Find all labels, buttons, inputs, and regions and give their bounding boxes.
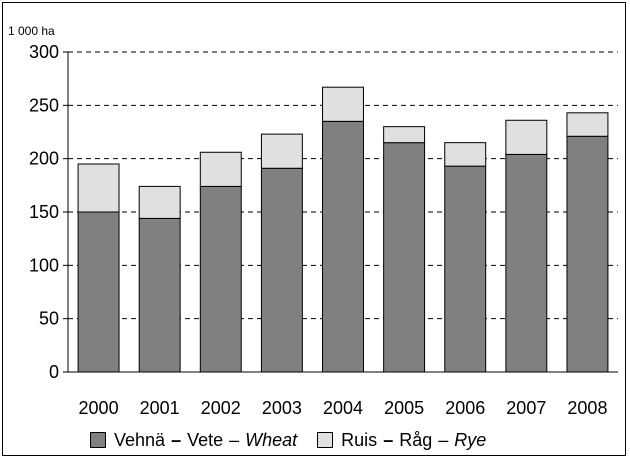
y-unit-label: 1 000 ha xyxy=(8,24,55,38)
legend-swatch-wheat xyxy=(90,432,106,448)
y-tick-label: 250 xyxy=(29,95,59,115)
chart-frame xyxy=(2,2,626,456)
bar-segment-wheat xyxy=(444,165,487,373)
bar-segment-wheat xyxy=(505,153,548,373)
x-tick-label: 2001 xyxy=(140,398,180,418)
x-tick-label: 2007 xyxy=(506,398,546,418)
bar-segment-rye xyxy=(77,163,120,213)
legend-text-wheat-en: Wheat xyxy=(245,429,298,450)
legend-text-rye-sv: Råg xyxy=(399,429,433,450)
legend-text-wheat-sv: Vete xyxy=(187,429,224,450)
x-tick-label: 2006 xyxy=(445,398,485,418)
legend-item-rye: Ruis – Råg – Rye xyxy=(317,430,486,451)
x-tick-label: 2004 xyxy=(323,398,363,418)
bar-segment-rye xyxy=(505,119,548,155)
axes xyxy=(67,52,618,373)
x-tick-label: 2008 xyxy=(567,398,607,418)
bar-segment-rye xyxy=(444,142,487,167)
bar-segment-rye xyxy=(322,86,364,122)
legend-separator: – xyxy=(383,429,394,450)
x-tick-label: 2005 xyxy=(384,398,424,418)
bar-segment-wheat xyxy=(322,120,364,373)
y-tick-label: 50 xyxy=(39,309,59,329)
legend-separator: – xyxy=(171,429,182,450)
y-tick-label: 0 xyxy=(49,362,59,382)
bar-segment-wheat xyxy=(199,185,242,373)
legend-text-rye-en: Rye xyxy=(454,429,487,450)
bar-segment-wheat xyxy=(566,135,609,373)
x-tick-label: 2002 xyxy=(201,398,241,418)
bar-segment-wheat xyxy=(77,211,120,373)
stacked-bar-chart: 1 000 ha 0 50 100 150 200 250 300 2000 2001 2002 2… xyxy=(8,24,618,418)
bar-segment-rye xyxy=(566,112,609,137)
legend-text-wheat-fi: Vehnä xyxy=(114,429,166,450)
y-tick-label: 200 xyxy=(29,149,59,169)
x-tick-label: 2003 xyxy=(262,398,302,418)
bar-segment-rye xyxy=(383,126,426,144)
x-tick-label: 2000 xyxy=(79,398,119,418)
legend-separator: – xyxy=(229,429,240,450)
legend-item-wheat: Vehnä – Vete – Wheat xyxy=(90,430,297,451)
bar-segment-rye xyxy=(260,133,303,169)
legend-swatch-rye xyxy=(317,432,334,448)
legend-text-rye-fi: Ruis xyxy=(341,429,378,450)
bar-segment-wheat xyxy=(260,167,303,373)
y-tick-label: 300 xyxy=(29,42,59,62)
bars xyxy=(77,86,609,373)
bar-segment-rye xyxy=(199,151,242,187)
tick-labels: 0 50 100 150 200 250 300 2000 2001 2002 2003 2004 20… xyxy=(29,42,608,418)
y-tick-label: 150 xyxy=(29,202,59,222)
legend: Vehnä – Vete – Wheat Ruis – Råg – Rye xyxy=(90,428,486,452)
bar-segment-wheat xyxy=(383,142,426,373)
y-tick-label: 100 xyxy=(29,255,59,275)
legend-separator: – xyxy=(438,429,449,450)
bar-segment-rye xyxy=(138,185,181,219)
bar-segment-wheat xyxy=(138,217,181,373)
